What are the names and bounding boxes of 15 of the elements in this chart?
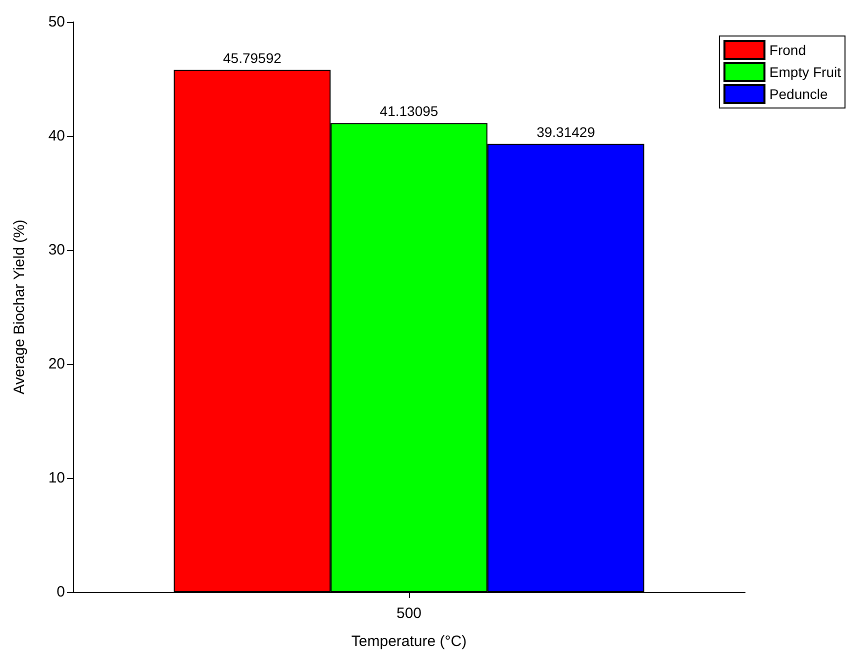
legend-label: Empty Fruit (769, 64, 842, 80)
y-axis-title: Average Biochar Yield (%) (11, 220, 28, 394)
y-tick-label: 30 (48, 242, 65, 258)
y-tick-label: 10 (48, 470, 65, 486)
legend-label: Frond (769, 42, 806, 58)
data-label: 45.79592 (222, 50, 282, 66)
y-tick-label: 40 (48, 128, 65, 144)
y-tick-label: 20 (48, 356, 65, 372)
x-axis-title: Temperature (°C) (351, 633, 467, 650)
legend-label: Peduncle (769, 86, 828, 102)
x-tick-label: 500 (396, 605, 422, 622)
y-tick-label: 50 (48, 14, 65, 30)
data-label: 41.13095 (380, 103, 438, 120)
data-label: 39.31429 (536, 124, 596, 140)
y-tick-label: 0 (56, 584, 65, 600)
